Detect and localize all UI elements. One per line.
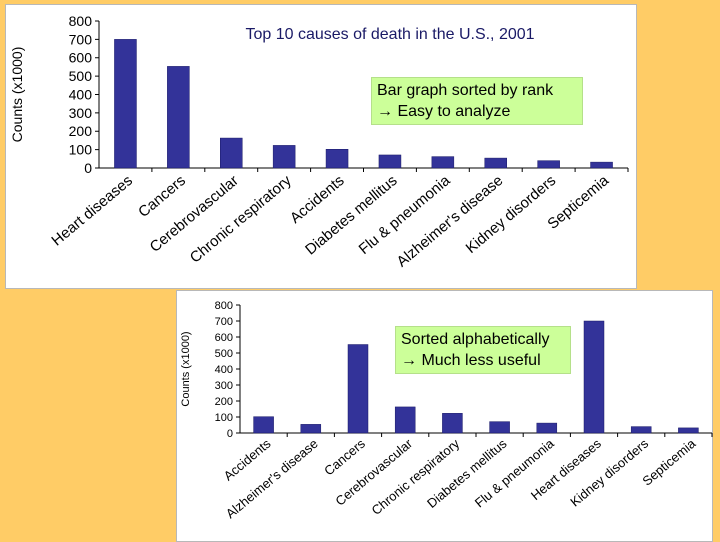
bottom-bar — [442, 413, 463, 434]
bottom-category-label: Diabetes mellitus — [424, 435, 510, 510]
top-y-tick-label: 700 — [69, 31, 93, 47]
bottom-y-tick-label: 400 — [215, 364, 233, 376]
top-bar — [378, 154, 402, 169]
top-bar — [484, 157, 507, 169]
top-bar — [167, 66, 190, 169]
bottom-bar — [300, 424, 322, 434]
top-bar — [537, 160, 560, 169]
bottom-category-label: Septicemia — [639, 435, 698, 488]
top-y-axis-label: Counts (x1000) — [9, 47, 25, 143]
top-bar — [114, 39, 137, 169]
alpha-note: Sorted alphabetically → Much less useful — [395, 326, 571, 374]
bottom-bar — [630, 426, 652, 434]
bottom-y-axis-label: Counts (x1000) — [180, 331, 192, 406]
bottom-y-tick-label: 700 — [215, 316, 233, 328]
top-y-tick-label: 0 — [84, 160, 92, 176]
arrow-right-icon: → — [401, 352, 417, 369]
top-y-tick-label: 300 — [69, 105, 93, 121]
top-y-tick-label: 500 — [69, 68, 93, 84]
bottom-y-tick-label: 200 — [215, 396, 233, 408]
top-bar — [272, 145, 296, 169]
arrow-right-icon: → — [377, 103, 393, 120]
bottom-y-tick-label: 600 — [215, 332, 233, 344]
top-y-tick-label: 600 — [69, 50, 93, 66]
top-category-label: Kidney disorders — [463, 172, 560, 257]
bottom-y-tick-label: 100 — [215, 412, 233, 424]
rank-note-line2: Easy to analyze — [397, 103, 511, 120]
bottom-bar — [394, 406, 416, 434]
top-category-label: Diabetes mellitus — [302, 172, 400, 258]
bottom-bar — [347, 344, 369, 434]
rank-note-line1: Bar graph sorted by rank — [377, 82, 554, 99]
top-y-tick-label: 400 — [69, 86, 93, 102]
bottom-y-tick-label: 500 — [215, 348, 233, 360]
top-bar — [220, 137, 243, 169]
chart-title: Top 10 causes of death in the U.S., 2001 — [245, 26, 535, 43]
bottom-y-tick-label: 300 — [215, 380, 233, 392]
top-category-label: Cerebrovascular — [147, 172, 242, 256]
bottom-bar — [253, 416, 274, 434]
bottom-category-label: Chronic respiratory — [369, 435, 463, 517]
bottom-category-label: Flu & pneumonia — [472, 435, 558, 510]
alpha-note-line1: Sorted alphabetically — [401, 331, 550, 348]
top-category-label: Heart diseases — [48, 172, 136, 249]
bottom-y-tick-label: 0 — [227, 428, 233, 440]
top-chart-panel — [5, 4, 637, 289]
bottom-bar — [678, 427, 699, 434]
rank-note: Bar graph sorted by rank → Easy to analy… — [371, 77, 583, 125]
top-bar — [590, 161, 613, 169]
top-category-label: Flu & pneumonia — [356, 172, 454, 258]
bottom-bar — [583, 320, 605, 434]
top-y-tick-label: 200 — [69, 123, 93, 139]
bottom-bar — [489, 421, 510, 434]
top-bar — [325, 149, 349, 169]
top-category-label: Chronic respiratory — [187, 172, 295, 267]
bottom-y-tick-label: 800 — [215, 300, 233, 312]
top-y-tick-label: 100 — [69, 142, 93, 158]
top-bar — [431, 156, 455, 169]
alpha-note-line2: Much less useful — [421, 352, 541, 369]
top-y-tick-label: 800 — [69, 13, 93, 29]
bottom-bar — [536, 422, 558, 434]
